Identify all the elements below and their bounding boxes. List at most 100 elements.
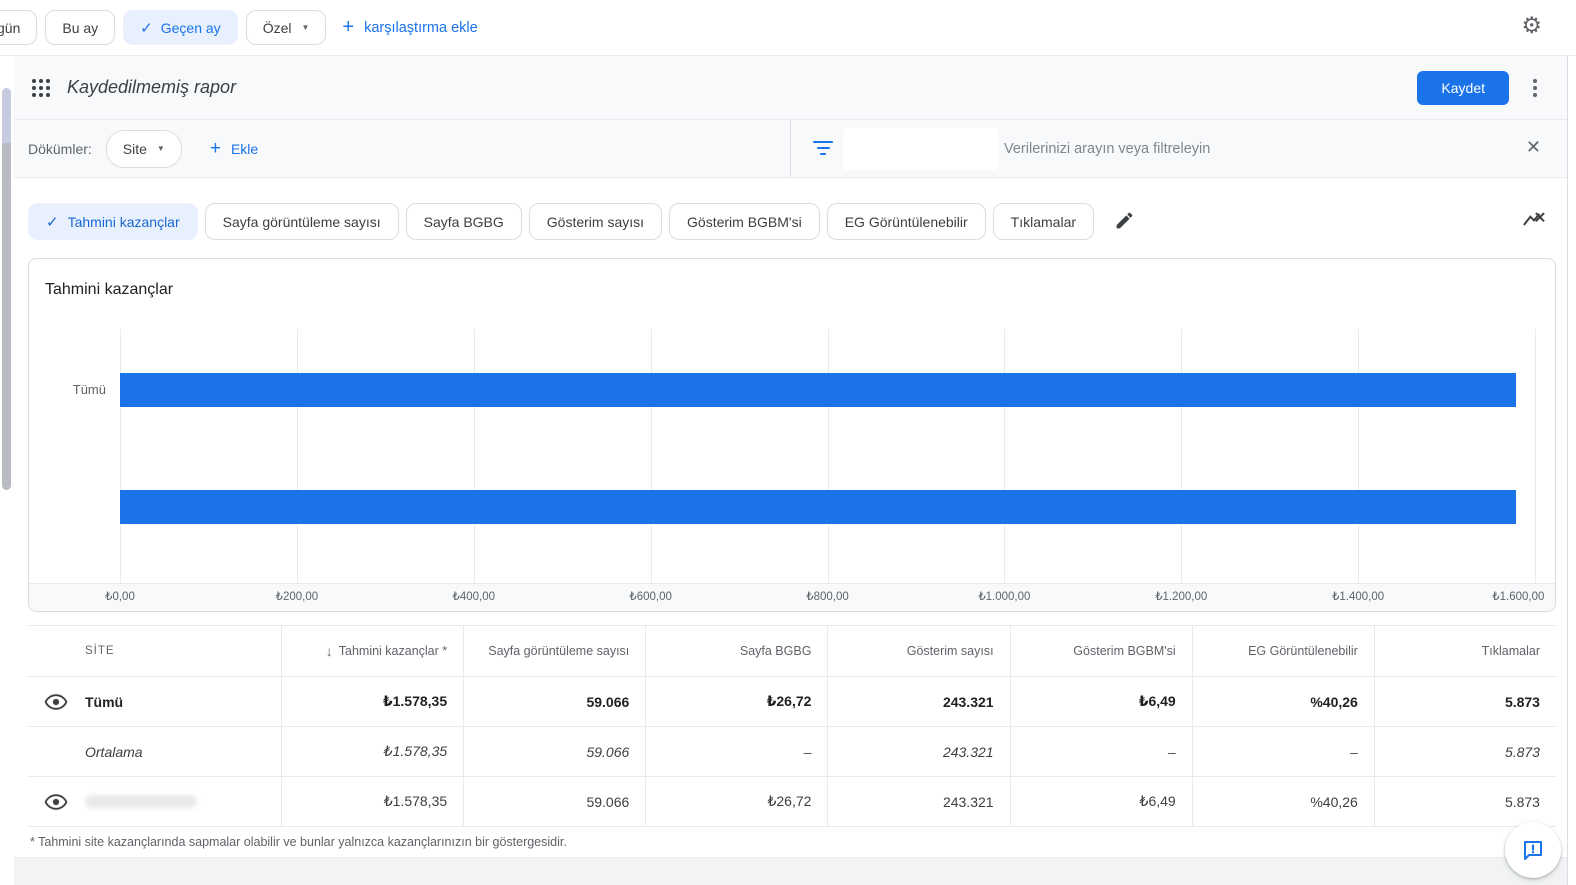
gridline bbox=[1358, 329, 1359, 585]
scrollbar-thumb[interactable] bbox=[2, 88, 11, 490]
metric-chips-row: ✓ Tahmini kazançlar Sayfa görüntüleme sa… bbox=[14, 178, 1567, 258]
gear-icon[interactable]: ⚙ bbox=[1521, 14, 1542, 37]
kebab-menu-icon[interactable] bbox=[1533, 79, 1537, 97]
eye-icon[interactable] bbox=[44, 690, 68, 714]
gridline bbox=[651, 329, 652, 585]
check-icon: ✓ bbox=[140, 19, 153, 37]
cell-impressions: 243.321 bbox=[827, 727, 1009, 776]
add-comparison-link[interactable]: + karşılaştırma ekle bbox=[342, 16, 477, 39]
axis-tick: ₺1.400,00 bbox=[1332, 584, 1384, 611]
earnings-disclaimer: * Tahmini site kazançlarında sapmalar ol… bbox=[30, 835, 567, 849]
gridline bbox=[828, 329, 829, 585]
axis-tick: ₺1.200,00 bbox=[1155, 584, 1207, 611]
add-breakdown-link[interactable]: + Ekle bbox=[210, 138, 258, 160]
chip-impressions[interactable]: Gösterim sayısı bbox=[529, 203, 662, 240]
gridline bbox=[474, 329, 475, 585]
chart-bar-site[interactable] bbox=[120, 490, 1516, 524]
cell-earnings: ₺1.578,35 bbox=[281, 777, 463, 826]
axis-tick: ₺800,00 bbox=[806, 584, 849, 611]
date-range-button-partial[interactable]: gün bbox=[0, 10, 37, 45]
site-name-redacted bbox=[85, 795, 197, 808]
feedback-button[interactable] bbox=[1505, 822, 1561, 878]
cell-impression-rpm: – bbox=[1010, 727, 1192, 776]
date-range-toolbar: gün Bu ay ✓ Geçen ay Özel ▼ + karşılaştı… bbox=[0, 0, 1576, 56]
cell-viewable: %40,26 bbox=[1192, 677, 1374, 726]
report-table: SİTE ↓ Tahmini kazançlar * Sayfa görüntü… bbox=[28, 625, 1556, 827]
chart-card: Tahmini kazançlar Tümü ₺0,00 ₺200,00 ₺40… bbox=[28, 258, 1556, 612]
cell-page-views: 59.066 bbox=[463, 777, 645, 826]
axis-tick: ₺1.000,00 bbox=[978, 584, 1030, 611]
vertical-divider bbox=[790, 120, 791, 177]
gridline bbox=[297, 329, 298, 585]
dimension-select-site[interactable]: Site ▼ bbox=[106, 130, 182, 168]
chart-plot-area bbox=[120, 329, 1535, 585]
cell-page-rpm: ₺26,72 bbox=[645, 777, 827, 826]
chip-estimated-earnings[interactable]: ✓ Tahmini kazançlar bbox=[28, 203, 198, 240]
column-header-site[interactable]: SİTE bbox=[28, 626, 281, 676]
hide-chart-icon[interactable] bbox=[1523, 211, 1545, 227]
gridline bbox=[120, 329, 121, 585]
cell-clicks: 5.873 bbox=[1374, 677, 1556, 726]
cell-impressions: 243.321 bbox=[827, 777, 1009, 826]
cell-viewable: – bbox=[1192, 727, 1374, 776]
gridline bbox=[1004, 329, 1005, 585]
column-header-earnings[interactable]: ↓ Tahmini kazançlar * bbox=[281, 626, 463, 676]
column-header-page-rpm[interactable]: Sayfa BGBG bbox=[645, 626, 827, 676]
cell-clicks: 5.873 bbox=[1374, 777, 1556, 826]
axis-tick: ₺0,00 bbox=[105, 584, 135, 611]
chart-x-axis: ₺0,00 ₺200,00 ₺400,00 ₺600,00 ₺800,00 ₺1… bbox=[29, 583, 1555, 611]
table-row-site: ₺1.578,35 59.066 ₺26,72 243.321 ₺6,49 %4… bbox=[28, 777, 1556, 827]
apps-grid-icon[interactable] bbox=[32, 79, 50, 97]
check-icon: ✓ bbox=[46, 213, 59, 231]
table-row-total: Tümü ₺1.578,35 59.066 ₺26,72 243.321 ₺6,… bbox=[28, 677, 1556, 727]
cell-page-rpm: ₺26,72 bbox=[645, 677, 827, 726]
chevron-down-icon: ▼ bbox=[301, 23, 309, 32]
chip-impression-rpm[interactable]: Gösterim BGBM'si bbox=[669, 203, 820, 240]
report-title: Kaydedilmemiş rapor bbox=[67, 77, 236, 98]
report-panel: Kaydedilmemiş rapor Kaydet Dökümler: Sit… bbox=[14, 56, 1568, 885]
chip-active-view-viewable[interactable]: EG Görüntülenebilir bbox=[827, 203, 986, 240]
cell-impression-rpm: ₺6,49 bbox=[1010, 677, 1192, 726]
chevron-down-icon: ▼ bbox=[157, 144, 165, 153]
date-range-button-this-month[interactable]: Bu ay bbox=[45, 10, 115, 45]
chip-clicks[interactable]: Tıklamalar bbox=[993, 203, 1094, 240]
table-header-row: SİTE ↓ Tahmini kazançlar * Sayfa görüntü… bbox=[28, 625, 1556, 677]
filter-icon bbox=[813, 141, 833, 157]
filter-chip-redacted[interactable] bbox=[843, 128, 998, 170]
chip-page-views[interactable]: Sayfa görüntüleme sayısı bbox=[205, 203, 399, 240]
column-header-page-views[interactable]: Sayfa görüntüleme sayısı bbox=[463, 626, 645, 676]
bottom-strip bbox=[14, 857, 1567, 885]
cell-impressions: 243.321 bbox=[827, 677, 1009, 726]
cell-viewable: %40,26 bbox=[1192, 777, 1374, 826]
sort-descending-icon: ↓ bbox=[326, 643, 333, 659]
chart-bar-total[interactable] bbox=[120, 373, 1516, 407]
axis-tick: ₺400,00 bbox=[453, 584, 496, 611]
plus-icon: + bbox=[342, 16, 354, 39]
search-input[interactable] bbox=[1004, 120, 1434, 177]
save-button[interactable]: Kaydet bbox=[1417, 71, 1509, 105]
chart-category-label: Tümü bbox=[29, 373, 106, 407]
column-header-impressions[interactable]: Gösterim sayısı bbox=[827, 626, 1009, 676]
vertical-scrollbar bbox=[0, 56, 14, 885]
axis-tick: ₺600,00 bbox=[629, 584, 672, 611]
eye-icon[interactable] bbox=[44, 790, 68, 814]
cell-earnings: ₺1.578,35 bbox=[281, 727, 463, 776]
column-header-clicks[interactable]: Tıklamalar bbox=[1374, 626, 1556, 676]
date-range-button-last-month[interactable]: ✓ Geçen ay bbox=[123, 10, 238, 45]
edit-metrics-icon[interactable] bbox=[1114, 210, 1135, 231]
table-row-average: Ortalama ₺1.578,35 59.066 – 243.321 – – … bbox=[28, 727, 1556, 777]
cell-page-rpm: – bbox=[645, 727, 827, 776]
column-header-viewable[interactable]: EG Görüntülenebilir bbox=[1192, 626, 1374, 676]
axis-tick: ₺200,00 bbox=[276, 584, 319, 611]
date-range-button-custom[interactable]: Özel ▼ bbox=[246, 10, 327, 45]
cell-earnings: ₺1.578,35 bbox=[281, 677, 463, 726]
axis-tick: ₺1.600,00 bbox=[1492, 584, 1544, 611]
chip-page-rpm[interactable]: Sayfa BGBG bbox=[406, 203, 522, 240]
cell-page-views: 59.066 bbox=[463, 727, 645, 776]
cell-impression-rpm: ₺6,49 bbox=[1010, 777, 1192, 826]
gridline bbox=[1181, 329, 1182, 585]
column-header-impression-rpm[interactable]: Gösterim BGBM'si bbox=[1010, 626, 1192, 676]
plus-icon: + bbox=[210, 138, 221, 160]
breakdown-row: Dökümler: Site ▼ + Ekle ✕ bbox=[14, 120, 1567, 178]
close-icon[interactable]: ✕ bbox=[1526, 137, 1541, 158]
